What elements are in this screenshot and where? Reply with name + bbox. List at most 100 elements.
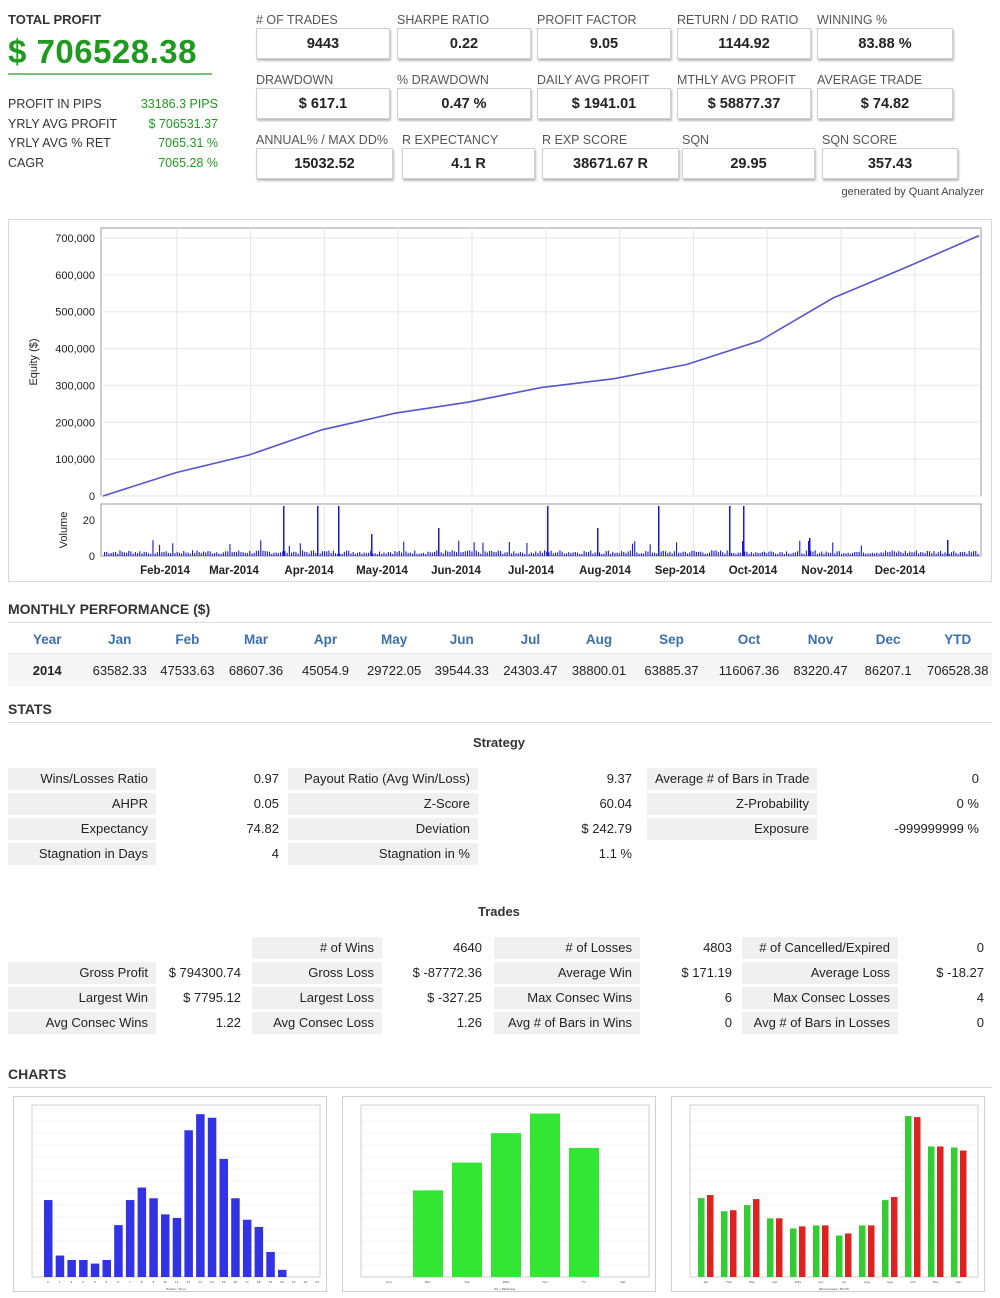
- stat-value: 1.22: [215, 1015, 241, 1030]
- volume-bar: [271, 553, 273, 556]
- pl-per-weekday-chart-panel: Sun Mon Tue Wed Thu Fri Sat P/L / Weekday: [342, 1096, 656, 1292]
- volume-bar: [830, 552, 832, 556]
- volume-bar: [803, 554, 805, 556]
- wins-bar: [813, 1225, 820, 1277]
- volume-bar: [555, 552, 557, 556]
- summary-value: 33186.3 PIPS: [140, 97, 218, 111]
- stat-value: $ -327.25: [427, 990, 482, 1005]
- volume-bar: [343, 551, 345, 556]
- volume-bar: [478, 552, 480, 556]
- volume-bar: [748, 553, 750, 556]
- volume-bar: [755, 552, 757, 556]
- volume-bar: [418, 553, 420, 556]
- volume-bar: [220, 553, 222, 556]
- metric-card: WINNING % 83.88 %: [817, 13, 953, 59]
- volume-bar: [500, 551, 502, 556]
- hour-tick-label: 4: [94, 1280, 96, 1284]
- volume-bar: [368, 552, 370, 556]
- volume-bar: [733, 553, 735, 556]
- volume-bar: [742, 541, 744, 556]
- volume-bar: [819, 552, 821, 556]
- volume-bar: [704, 553, 706, 556]
- volume-bar: [242, 552, 244, 556]
- losses-bar: [730, 1210, 737, 1277]
- volume-bar: [150, 553, 152, 556]
- stat-value: 74.82: [246, 821, 279, 836]
- losses-bar: [799, 1226, 806, 1277]
- volume-bar: [570, 553, 572, 556]
- weekday-tick-label: Thu: [541, 1280, 548, 1284]
- volume-bar: [962, 552, 964, 556]
- volume-bar: [638, 553, 640, 556]
- hour-bar: [172, 1217, 182, 1277]
- stat-value: $ -18.27: [936, 965, 984, 980]
- volume-bar: [786, 551, 788, 556]
- volume-bar: [918, 553, 920, 556]
- monthly-value-cell: 116067.36: [718, 662, 780, 678]
- volume-bar: [251, 553, 253, 556]
- volume-bar: [865, 553, 867, 556]
- volume-bar: [293, 551, 295, 556]
- volume-bar: [502, 553, 504, 556]
- month-tick-label: Nov: [933, 1280, 939, 1284]
- summary-label: PROFIT IN PIPS: [8, 97, 102, 111]
- volume-bar: [409, 552, 411, 556]
- volume-bar: [759, 553, 761, 556]
- metric-label: DAILY AVG PROFIT: [537, 73, 650, 87]
- volume-bar: [480, 553, 482, 556]
- equity-y-tick: 400,000: [55, 344, 95, 356]
- volume-bar: [145, 552, 147, 556]
- volume-spike: [729, 506, 731, 556]
- volume-bar: [434, 551, 436, 556]
- stat-value: $ 7795.12: [183, 990, 241, 1005]
- metric-value: 83.88 %: [817, 28, 953, 59]
- losses-bar: [776, 1218, 783, 1277]
- volume-bar: [700, 551, 702, 556]
- volume-bar: [856, 551, 858, 556]
- stat-label: Stagnation in %: [288, 843, 478, 865]
- wins-bar: [744, 1205, 751, 1277]
- volume-bar: [816, 553, 818, 556]
- volume-bar: [341, 553, 343, 556]
- weekday-tick-label: Mon: [425, 1280, 431, 1284]
- weekday-bar: [491, 1133, 521, 1277]
- volume-bar: [154, 553, 156, 556]
- volume-bar: [183, 550, 185, 556]
- volume-bar: [266, 551, 268, 556]
- month-tick-label: Aug: [864, 1280, 870, 1284]
- monthly-value-cell: 24303.47: [503, 662, 558, 678]
- hour-tick-label: 19: [268, 1280, 272, 1284]
- hour-tick-label: 17: [245, 1280, 249, 1284]
- metric-label: MTHLY AVG PROFIT: [677, 73, 796, 87]
- volume-bar: [623, 552, 625, 556]
- hour-bar: [137, 1187, 147, 1277]
- wins-losses-per-month-chart-panel: Jan Feb Mar Apr May Jun Jul Aug Sep Oct Nov Dec Wins…: [671, 1096, 985, 1292]
- volume-bar: [141, 553, 143, 556]
- volume-bar: [656, 553, 658, 556]
- stat-value: 0: [971, 771, 979, 786]
- volume-y-tick: 20: [83, 515, 95, 527]
- stat-value: 0: [976, 940, 984, 955]
- pl-per-weekday-chart: Sun Mon Tue Wed Thu Fri Sat P/L / Weekday: [360, 1104, 650, 1291]
- volume-bar: [517, 553, 519, 556]
- volume-bar: [467, 550, 469, 556]
- trades-per-hour-chart: 0 1 2 3 4 5 6 7 8 9 10 11 12 13 14 15 16 17 18 19 20 21 22 23Tr…: [31, 1104, 321, 1291]
- volume-spike: [371, 534, 373, 556]
- weekday-tick-label: Tue: [463, 1280, 469, 1284]
- volume-bar: [189, 553, 191, 556]
- stat-label: Gross Profit: [8, 962, 156, 984]
- volume-bar: [834, 553, 836, 556]
- month-tick-label: Feb: [726, 1280, 731, 1284]
- wins-bar: [859, 1225, 866, 1277]
- monthly-header-cell: Oct: [737, 632, 761, 647]
- volume-bar: [436, 550, 438, 556]
- stat-label: Max Consec Wins: [494, 987, 640, 1009]
- equity-line: [102, 234, 980, 497]
- summary-label: CAGR: [8, 155, 45, 170]
- volume-bar: [590, 550, 592, 556]
- volume-bar: [170, 553, 172, 556]
- monthly-header-cell: Jun: [449, 632, 474, 647]
- volume-bar: [915, 550, 917, 556]
- losses-bar: [845, 1233, 852, 1277]
- monthly-value-cell: 2014: [32, 662, 62, 678]
